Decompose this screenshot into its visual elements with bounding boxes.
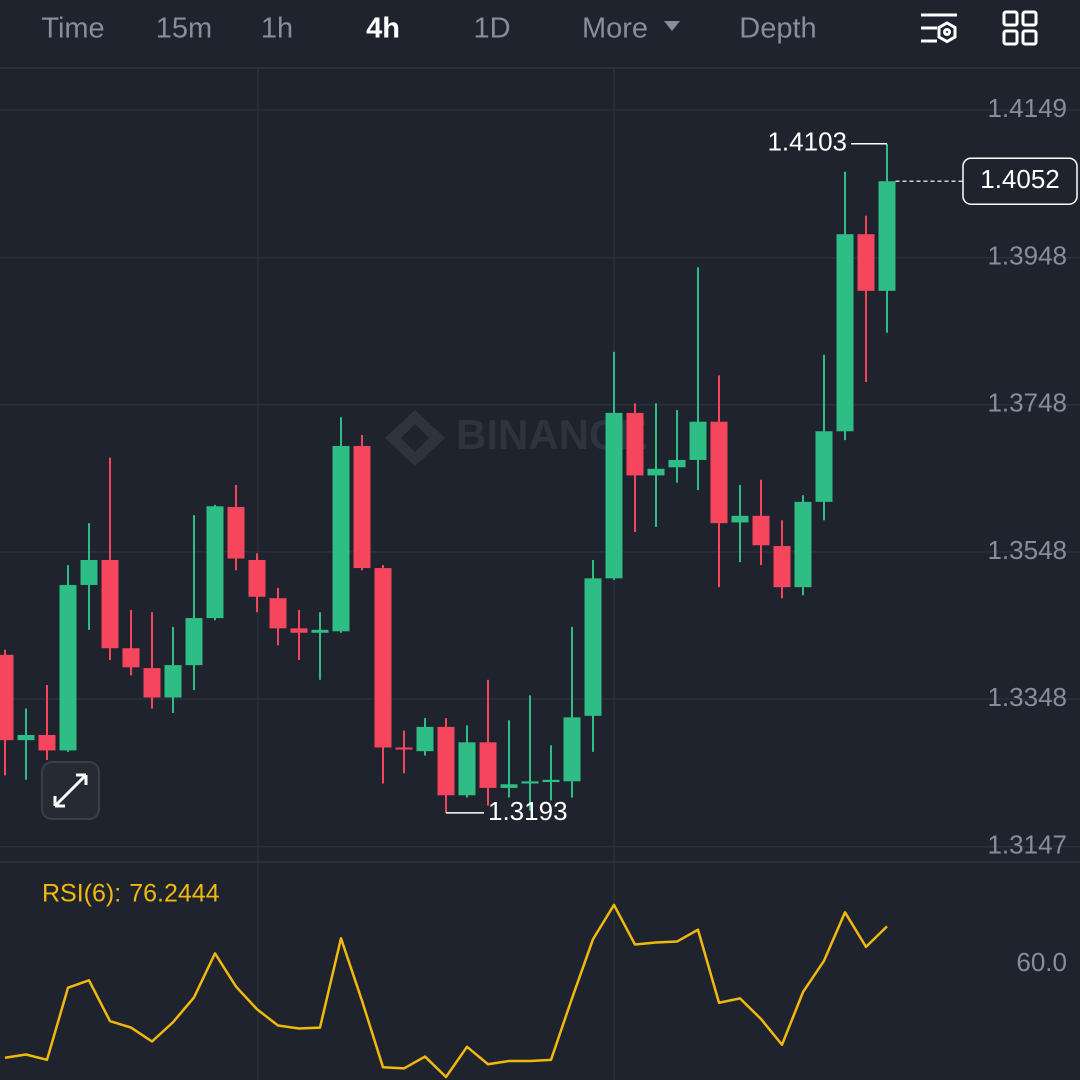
high-label: 1.4103 (767, 127, 847, 157)
tab[interactable]: 15m (156, 13, 212, 45)
tab[interactable]: 1h (261, 13, 293, 45)
candle-body (878, 181, 896, 291)
candle-body (101, 559, 119, 649)
tab[interactable]: 4h (366, 13, 400, 45)
candle-body (374, 568, 392, 748)
candle-body (815, 431, 833, 502)
expand-button[interactable] (41, 761, 100, 820)
candle-body (311, 629, 329, 633)
candle-body (689, 421, 707, 460)
candle-body (437, 726, 455, 796)
candle-body (794, 501, 812, 588)
y-tick-label: 1.3147 (987, 830, 1067, 860)
candle-body (80, 559, 98, 585)
candle-body (59, 584, 77, 751)
candle-body (248, 559, 266, 597)
candle-body (542, 779, 560, 783)
candle-body (731, 515, 749, 523)
last-price-label: 1.4052 (980, 164, 1060, 194)
candle-body (164, 665, 182, 698)
watermark-logo (385, 410, 445, 466)
tab[interactable]: More (582, 13, 648, 45)
candle-body (17, 734, 35, 741)
candle-body (521, 781, 539, 784)
candle-body (752, 515, 770, 546)
rsi-value: 76.2444 (129, 880, 219, 908)
candle-body (458, 742, 476, 796)
candle-body (38, 734, 56, 751)
candle-body (122, 648, 140, 668)
candle-body (227, 507, 245, 559)
candle-body (353, 445, 371, 569)
candle-body (395, 747, 413, 750)
candle-body (0, 654, 14, 741)
candle-body (773, 545, 791, 588)
y-tick-label: 1.3948 (987, 241, 1067, 271)
candle-body (647, 468, 665, 476)
candle-body (836, 234, 854, 432)
candle-body (563, 717, 581, 782)
candle-body (626, 412, 644, 476)
tab[interactable]: Time (41, 13, 104, 45)
candle-body (668, 459, 686, 468)
candle-body (710, 421, 728, 524)
y-tick-label: 1.3748 (987, 388, 1067, 418)
low-label: 1.3193 (488, 796, 568, 826)
candle-body (206, 506, 224, 619)
candle-body (269, 598, 287, 629)
y-tick-label: 60.0 (1016, 947, 1067, 977)
more-caret[interactable] (664, 21, 680, 31)
last-price-tag (962, 157, 1078, 205)
candle-body (584, 578, 602, 716)
candle-body (857, 234, 875, 291)
rsi-title: RSI(6): (42, 880, 121, 908)
layout-icon[interactable] (1002, 10, 1038, 46)
candle-body (332, 445, 350, 632)
candle-body (290, 628, 308, 633)
candle-body (143, 668, 161, 698)
tab[interactable]: Depth (739, 13, 816, 45)
tab[interactable]: 1D (473, 13, 510, 45)
rsi-line (4, 903, 888, 1079)
candle-body (416, 726, 434, 752)
candle-body (605, 412, 623, 579)
y-tick-label: 1.4149 (987, 93, 1067, 123)
candle-body (500, 784, 518, 788)
y-tick-label: 1.3548 (987, 535, 1067, 565)
settings-icon[interactable] (921, 13, 957, 44)
candle-body (185, 618, 203, 666)
y-tick-label: 1.3348 (987, 682, 1067, 712)
candle-body (479, 742, 497, 788)
